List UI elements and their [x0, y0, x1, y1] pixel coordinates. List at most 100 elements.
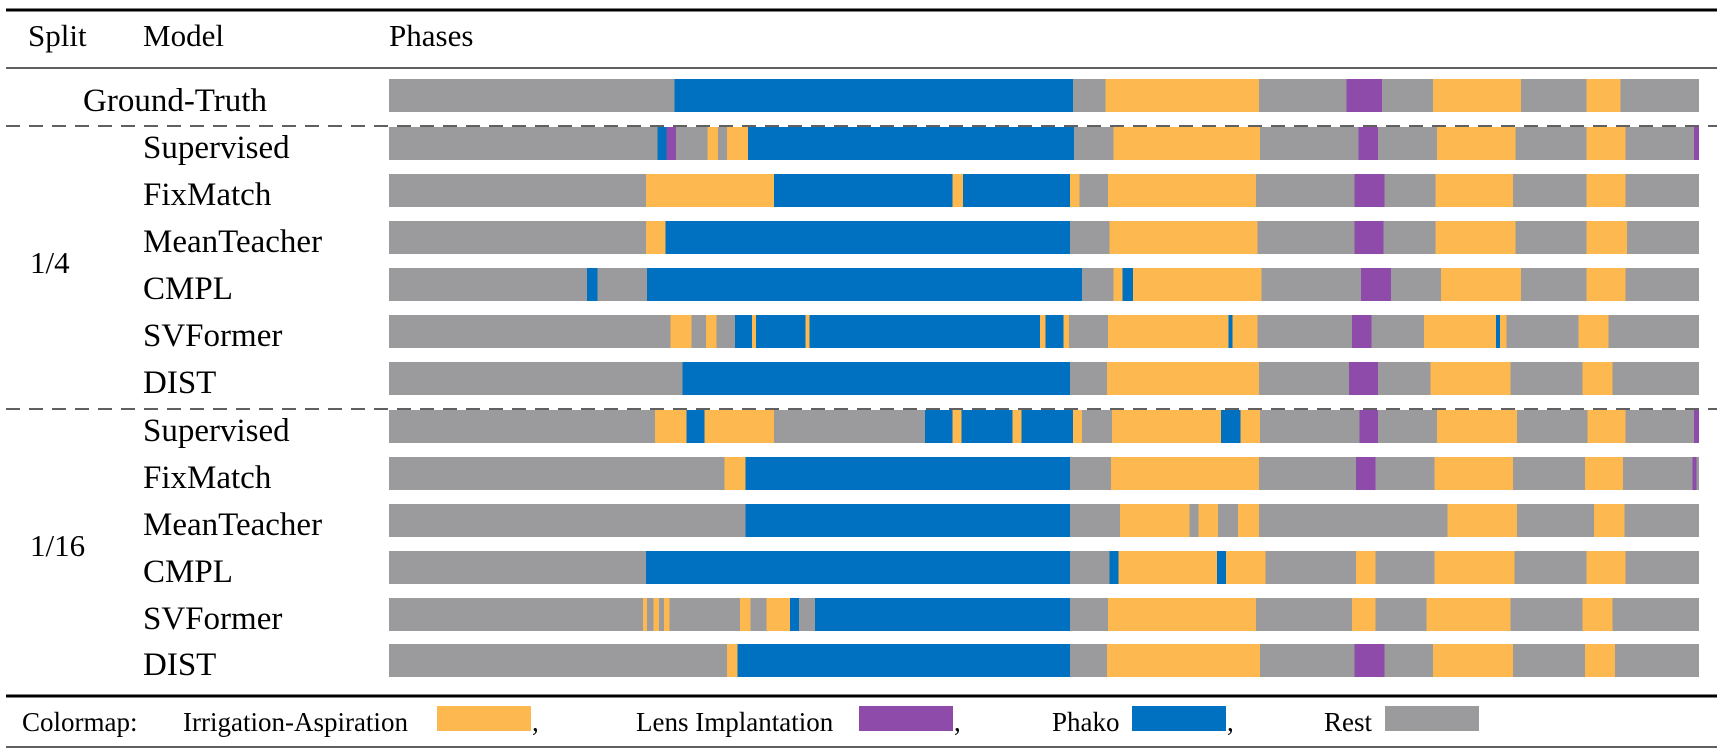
split-1-16-svformer-irrigation-aspiration-segment — [740, 598, 751, 631]
split-1-16-supervised-rest-segment — [1516, 410, 1588, 443]
split-1-16-dist-rest-segment — [1070, 644, 1107, 677]
split-1-4-svformer-rest-segment — [716, 315, 735, 348]
split-1-4-svformer-rest-segment — [1608, 315, 1699, 348]
split-1-16-dist-rest-segment — [1384, 644, 1434, 677]
split-1-16-supervised-rest-segment — [1625, 410, 1694, 443]
split-1-16-dist-lens-implantation-segment — [1354, 644, 1385, 677]
split-1-4-svformer-rest-segment — [1506, 315, 1579, 348]
split-1-4-dist-rest-segment — [389, 362, 683, 395]
split-1-16-cmpl-phako-segment — [1216, 551, 1227, 584]
split-1-4-cmpl-irrigation-aspiration-segment — [1113, 268, 1123, 301]
split-1-16-svformer-rest-segment — [1070, 598, 1109, 631]
model-label: FixMatch — [143, 460, 272, 496]
header-phases: Phases — [389, 18, 473, 53]
split-1-4-svformer-irrigation-aspiration-segment — [1232, 315, 1258, 348]
split-1-16-dist-rest-segment — [1260, 644, 1355, 677]
split-1-16-supervised-lens-implantation-segment — [1359, 410, 1379, 443]
split-1-4-svformer-phako-segment — [755, 315, 806, 348]
split-label-1-16: 1/16 — [30, 528, 85, 563]
split-1-4-supervised-rest-segment — [717, 127, 727, 160]
model-label: Supervised — [143, 130, 290, 166]
split-1-16-svformer-irrigation-aspiration-segment — [1582, 598, 1613, 631]
split-1-4-fixmatch-rest-segment — [1384, 174, 1436, 207]
split-1-16-svformer-irrigation-aspiration-segment — [1351, 598, 1376, 631]
ground-truth-phako-segment — [674, 79, 1073, 112]
split-1-16-dist-phako-segment — [737, 644, 1071, 677]
split-1-4-svformer-phako-segment — [1495, 315, 1500, 348]
ground-truth-rest-segment — [389, 79, 675, 112]
split-1-16-svformer-irrigation-aspiration-segment — [1426, 598, 1511, 631]
ground-truth-lens-implantation-segment — [1346, 79, 1382, 112]
split-1-4-fixmatch-rest-segment — [1079, 174, 1109, 207]
split-1-4-svformer-irrigation-aspiration-segment — [706, 315, 717, 348]
split-1-4-svformer-irrigation-aspiration-segment — [805, 315, 810, 348]
split-1-4-cmpl-lens-implantation-segment — [1361, 268, 1392, 301]
split-1-16-cmpl-rest-segment — [1625, 551, 1699, 584]
split-1-16-fixmatch-phako-segment — [745, 457, 1071, 490]
split-1-4-svformer-rest-segment — [691, 315, 707, 348]
split-1-16-supervised-phako-segment — [924, 410, 953, 443]
split-1-16-meanteacher-rest-segment — [1258, 504, 1448, 537]
split-1-16-meanteacher-rest-segment — [389, 504, 746, 537]
split-1-4-svformer-irrigation-aspiration-segment — [1063, 315, 1069, 348]
model-label: CMPL — [143, 554, 233, 590]
split-1-16-svformer-rest-segment — [647, 598, 654, 631]
ground-truth-irrigation-aspiration-segment — [1586, 79, 1621, 112]
split-1-16-svformer-irrigation-aspiration-segment — [653, 598, 659, 631]
split-1-16-svformer-irrigation-aspiration-segment — [664, 598, 670, 631]
split-1-4-fixmatch-rest-segment — [389, 174, 646, 207]
split-1-4-meanteacher-irrigation-aspiration-segment — [1435, 221, 1516, 254]
ground-truth-irrigation-aspiration-segment — [1433, 79, 1521, 112]
split-1-16-meanteacher-irrigation-aspiration-segment — [1447, 504, 1517, 537]
split-1-16-svformer-phako-segment — [814, 598, 1071, 631]
split-1-4-cmpl-phako-segment — [586, 268, 598, 301]
model-label: MeanTeacher — [143, 507, 322, 543]
split-1-4-cmpl-phako-segment — [647, 268, 1082, 301]
split-1-4-supervised-rest-segment — [1515, 127, 1587, 160]
ground-truth-rest-segment — [1620, 79, 1699, 112]
split-1-16-dist-irrigation-aspiration-segment — [1585, 644, 1616, 677]
model-label: CMPL — [143, 271, 233, 307]
split-1-16-svformer-rest-segment — [1375, 598, 1427, 631]
split-1-16-dist-rest-segment — [1615, 644, 1699, 677]
split-1-16-meanteacher-irrigation-aspiration-segment — [1119, 504, 1190, 537]
split-1-4-supervised-rest-segment — [1625, 127, 1694, 160]
split-1-16-fixmatch-irrigation-aspiration-segment — [1585, 457, 1624, 490]
split-1-4-svformer-irrigation-aspiration-segment — [1108, 315, 1229, 348]
split-1-16-supervised-irrigation-aspiration-segment — [654, 410, 687, 443]
split-1-4-supervised-irrigation-aspiration-segment — [1113, 127, 1261, 160]
split-1-4-cmpl-irrigation-aspiration-segment — [1586, 268, 1626, 301]
split-1-16-meanteacher-rest-segment — [1624, 504, 1699, 537]
model-label: MeanTeacher — [143, 224, 322, 260]
split-1-16-supervised-lens-implantation-segment — [1693, 410, 1699, 443]
split-1-4-dist-rest-segment — [1070, 362, 1107, 395]
split-1-4-fixmatch-irrigation-aspiration-segment — [1586, 174, 1626, 207]
ground-truth-rest-segment — [1072, 79, 1106, 112]
split-1-4-cmpl-rest-segment — [1391, 268, 1441, 301]
split-1-16-dist-irrigation-aspiration-segment — [1433, 644, 1513, 677]
split-1-16-supervised-irrigation-aspiration-segment — [1437, 410, 1517, 443]
split-1-16-fixmatch-rest-segment — [389, 457, 725, 490]
split-1-16-cmpl-phako-segment — [1109, 551, 1119, 584]
phase-bars — [389, 79, 1699, 677]
split-1-4-supervised-rest-segment — [389, 127, 658, 160]
split-1-4-svformer-rest-segment — [1371, 315, 1424, 348]
split-1-16-supervised-rest-segment — [774, 410, 925, 443]
split-1-4-fixmatch-irrigation-aspiration-segment — [1435, 174, 1513, 207]
split-1-16-supervised-irrigation-aspiration-segment — [704, 410, 775, 443]
split-1-4-meanteacher-rest-segment — [1626, 221, 1699, 254]
split-1-4-svformer-irrigation-aspiration-segment — [670, 315, 692, 348]
ground-truth-irrigation-aspiration-segment — [1105, 79, 1259, 112]
split-1-4-meanteacher-rest-segment — [1383, 221, 1436, 254]
legend-comma: , — [954, 707, 961, 737]
split-1-4-supervised-irrigation-aspiration-segment — [707, 127, 718, 160]
split-1-4-dist-irrigation-aspiration-segment — [1582, 362, 1613, 395]
split-1-4-supervised-lens-implantation-segment — [1693, 127, 1699, 160]
split-1-4-supervised-irrigation-aspiration-segment — [726, 127, 748, 160]
legend-swatch-irrigation-aspiration — [437, 706, 531, 731]
split-1-16-meanteacher-irrigation-aspiration-segment — [1594, 504, 1625, 537]
split-1-4-cmpl-irrigation-aspiration-segment — [1440, 268, 1521, 301]
split-1-16-meanteacher-rest-segment — [1516, 504, 1595, 537]
split-1-16-dist-irrigation-aspiration-segment — [1106, 644, 1261, 677]
split-1-16-meanteacher-rest-segment — [1218, 504, 1238, 537]
